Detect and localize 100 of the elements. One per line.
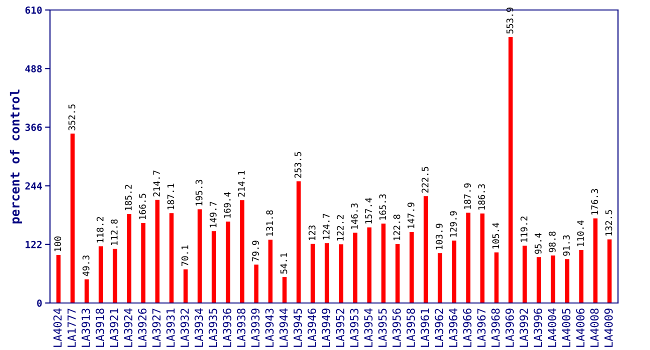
data-label: 187.1: [167, 184, 174, 210]
x-tick-label: LA3938: [237, 308, 246, 347]
x-tick-label: LA3924: [124, 308, 132, 347]
data-label: 112.8: [110, 219, 118, 245]
bar: [169, 213, 174, 303]
bar: [155, 200, 160, 303]
y-tick-label: 610: [25, 6, 42, 14]
bar: [607, 239, 612, 303]
x-tick-label: LA3944: [279, 308, 288, 347]
x-tick-label: LA3949: [322, 308, 330, 347]
data-label: 131.8: [266, 210, 274, 236]
bar: [550, 256, 556, 303]
y-tick-label: 488: [25, 65, 42, 72]
data-label: 352.5: [68, 104, 76, 130]
x-tick-label: LA3935: [208, 308, 218, 347]
x-tick-label: LA3945: [294, 308, 302, 347]
x-tick-label: LA3969: [505, 308, 514, 347]
data-label: 147.9: [408, 202, 414, 228]
x-tick-label: LA4006: [576, 308, 585, 347]
data-label: 118.2: [96, 217, 104, 242]
x-tick-label: LA3932: [180, 308, 189, 347]
bar: [480, 214, 484, 303]
x-tick-label: LA3964: [448, 308, 458, 347]
bar: [70, 134, 75, 303]
data-label: 149.7: [210, 202, 217, 228]
x-tick-label: LA3955: [378, 308, 387, 347]
data-label: 165.3: [379, 194, 386, 220]
data-label: 79.9: [252, 240, 259, 262]
bar: [56, 254, 61, 303]
x-tick-label: LA3918: [96, 308, 104, 347]
x-tick-label: LA4009: [604, 308, 613, 347]
bar: [466, 212, 470, 303]
x-tick-label: LA3953: [350, 308, 358, 347]
data-label: 195.3: [196, 180, 202, 206]
x-tick-label: LA3954: [364, 308, 373, 347]
data-label: 214.1: [238, 170, 245, 197]
bar: [579, 250, 584, 303]
x-tick-label: LA4024: [53, 308, 62, 347]
bar: [508, 36, 513, 303]
y-tick-label: 0: [37, 299, 42, 307]
data-label: 123: [308, 226, 316, 240]
x-tick-label: LA4005: [562, 308, 570, 347]
data-label: 122.8: [393, 214, 400, 240]
bar: [381, 224, 386, 303]
bar: [593, 218, 598, 303]
data-label: 132.5: [605, 210, 612, 236]
bar: [240, 200, 244, 303]
x-tick-label: LA3996: [534, 308, 542, 347]
x-tick-label: LA4004: [548, 308, 556, 347]
x-tick-label: LA3934: [194, 308, 204, 347]
bar: [452, 240, 456, 303]
x-tick-label: LA3921: [110, 308, 118, 347]
data-label: 187.9: [464, 183, 471, 209]
bar: [98, 246, 103, 303]
x-tick-label: LA3958: [406, 308, 415, 347]
x-tick-label: LA3926: [138, 308, 147, 347]
y-axis-title: percent of control: [10, 90, 22, 224]
bar: [410, 232, 414, 303]
bar: [424, 196, 428, 303]
x-tick-label: LA3961: [420, 308, 430, 347]
data-label: 176.3: [591, 189, 598, 214]
bar: [212, 231, 216, 303]
data-label: 253.5: [294, 152, 302, 178]
data-label: 91.3: [562, 235, 570, 256]
bar: [296, 181, 301, 303]
x-tick-label: LA3956: [392, 308, 401, 347]
x-tick-label: LA3913: [82, 308, 90, 347]
data-label: 100: [54, 236, 62, 252]
x-tick-label: LA3936: [222, 308, 232, 347]
bar: [522, 246, 527, 303]
data-label: 166.5: [139, 194, 146, 220]
bar: [438, 253, 442, 303]
bar: [310, 244, 315, 303]
y-tick-label: 366: [25, 124, 42, 132]
bar: [282, 277, 287, 303]
data-label: 122.2: [336, 215, 344, 240]
data-label: 70.1: [181, 245, 188, 266]
data-label: 146.3: [351, 203, 358, 229]
bar: [353, 232, 358, 303]
bar: [395, 244, 400, 303]
data-label: 49.3: [82, 255, 90, 276]
data-label: 157.4: [365, 198, 372, 224]
x-tick-label: LA3992: [520, 308, 528, 347]
data-label: 185.2: [124, 184, 132, 210]
bar: [494, 252, 499, 303]
data-label: 119.2: [520, 216, 528, 242]
x-tick-label: LA3927: [152, 308, 161, 347]
y-tick-label: 244: [25, 182, 42, 190]
x-tick-label: LA3967: [477, 308, 486, 347]
x-tick-label: LA3966: [463, 308, 472, 347]
bar: [367, 227, 372, 303]
data-label: 103.9: [436, 224, 443, 250]
bar: [198, 209, 202, 303]
bar: [565, 259, 570, 303]
data-label: 214.7: [153, 170, 160, 196]
data-label: 553.9: [506, 8, 514, 34]
x-tick-label: LA1777: [68, 308, 76, 347]
bar: [254, 264, 258, 303]
data-label: 95.4: [534, 233, 542, 254]
data-label: 105.4: [492, 222, 500, 249]
